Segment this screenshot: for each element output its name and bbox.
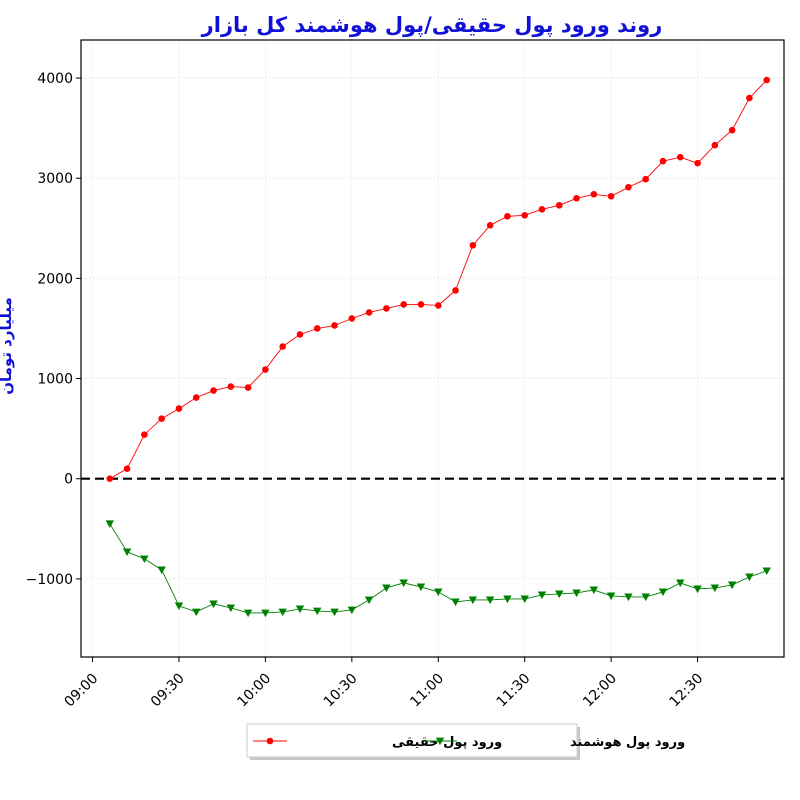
data-point <box>244 384 252 391</box>
y-axis-label: میلیارد تومان <box>0 297 15 395</box>
data-point <box>451 598 460 607</box>
data-point <box>538 205 546 213</box>
data-point <box>676 579 685 588</box>
data-point <box>641 593 650 602</box>
y-tick-label: 0 <box>64 472 73 488</box>
data-point <box>158 415 165 422</box>
data-point <box>400 301 407 308</box>
data-point <box>624 593 633 602</box>
data-point <box>745 573 754 582</box>
plot-area-frame <box>80 39 785 658</box>
data-point <box>106 475 114 483</box>
data-point <box>174 602 184 611</box>
data-point <box>573 194 580 202</box>
data-point <box>762 567 771 576</box>
data-point <box>486 222 494 229</box>
data-point <box>313 607 322 616</box>
data-point <box>590 190 598 198</box>
data-point <box>227 383 235 390</box>
data-point <box>606 592 616 601</box>
data-point <box>659 157 667 165</box>
data-point <box>296 331 304 338</box>
data-point <box>278 608 287 617</box>
data-point <box>383 305 390 312</box>
data-point <box>192 608 201 617</box>
data-point <box>417 301 425 308</box>
data-point <box>485 596 495 605</box>
data-point <box>642 175 650 183</box>
data-point <box>261 609 270 618</box>
data-point <box>589 586 599 595</box>
data-point <box>434 588 443 597</box>
data-point <box>555 201 563 209</box>
y-tick-label: 2000 <box>37 271 73 287</box>
data-point <box>763 76 771 84</box>
data-point <box>728 126 736 134</box>
data-point <box>313 325 321 332</box>
data-point <box>504 212 511 220</box>
data-point <box>711 141 719 149</box>
y-tick-label: −1000 <box>26 572 73 588</box>
data-point <box>555 590 564 599</box>
chart-title: روند ورود پول حقیقی/پول هوشمند کل بازار <box>201 13 663 37</box>
data-point <box>694 159 701 167</box>
data-point <box>503 595 512 604</box>
data-point <box>348 315 356 322</box>
data-point <box>520 595 529 604</box>
y-tick-label: 3000 <box>37 171 73 187</box>
data-point <box>262 366 269 373</box>
series-0 <box>106 76 771 483</box>
data-point <box>175 405 183 412</box>
data-point <box>693 585 702 594</box>
data-point <box>658 588 668 597</box>
data-point <box>468 596 478 605</box>
data-point <box>209 600 218 609</box>
data-point <box>226 604 236 613</box>
data-point <box>157 566 166 575</box>
legend-entry: ورود پول هوشمند <box>423 735 685 750</box>
data-point <box>572 589 581 598</box>
data-point <box>105 520 115 528</box>
data-point <box>434 302 442 309</box>
data-point <box>210 387 217 394</box>
grid <box>81 40 784 657</box>
y-tick-label: 4000 <box>37 71 73 87</box>
legend-label: ورود پول حقیقی <box>392 735 502 750</box>
data-point <box>122 548 132 557</box>
data-point <box>365 309 373 316</box>
series-1 <box>105 520 771 618</box>
data-point <box>452 287 459 294</box>
data-point <box>416 583 426 592</box>
data-point <box>192 394 200 401</box>
legend: ورود پول حقیقی ورود پول هوشمند <box>246 723 685 760</box>
data-point <box>710 584 720 593</box>
data-point <box>399 579 408 588</box>
data-point <box>521 211 528 219</box>
data-point <box>607 192 615 200</box>
series-layer <box>105 76 771 618</box>
legend-label: ورود پول هوشمند <box>570 735 685 750</box>
data-point <box>331 322 338 329</box>
data-point <box>295 605 305 614</box>
legend-entry: ورود پول حقیقی <box>253 735 502 750</box>
data-point <box>279 343 286 350</box>
data-point <box>537 591 547 600</box>
data-point <box>746 94 753 102</box>
data-point <box>676 153 684 161</box>
data-point <box>243 609 253 618</box>
data-point <box>123 465 131 472</box>
legend-marker <box>266 737 274 745</box>
data-point <box>330 608 339 617</box>
data-point <box>625 183 632 191</box>
data-point <box>141 431 148 438</box>
data-point <box>469 242 477 249</box>
legend-marker <box>435 737 445 746</box>
data-point <box>140 555 149 564</box>
data-point <box>347 606 357 615</box>
y-tick-label: 1000 <box>37 372 73 388</box>
data-point <box>364 596 374 605</box>
data-point <box>727 581 737 590</box>
data-point <box>382 584 391 593</box>
